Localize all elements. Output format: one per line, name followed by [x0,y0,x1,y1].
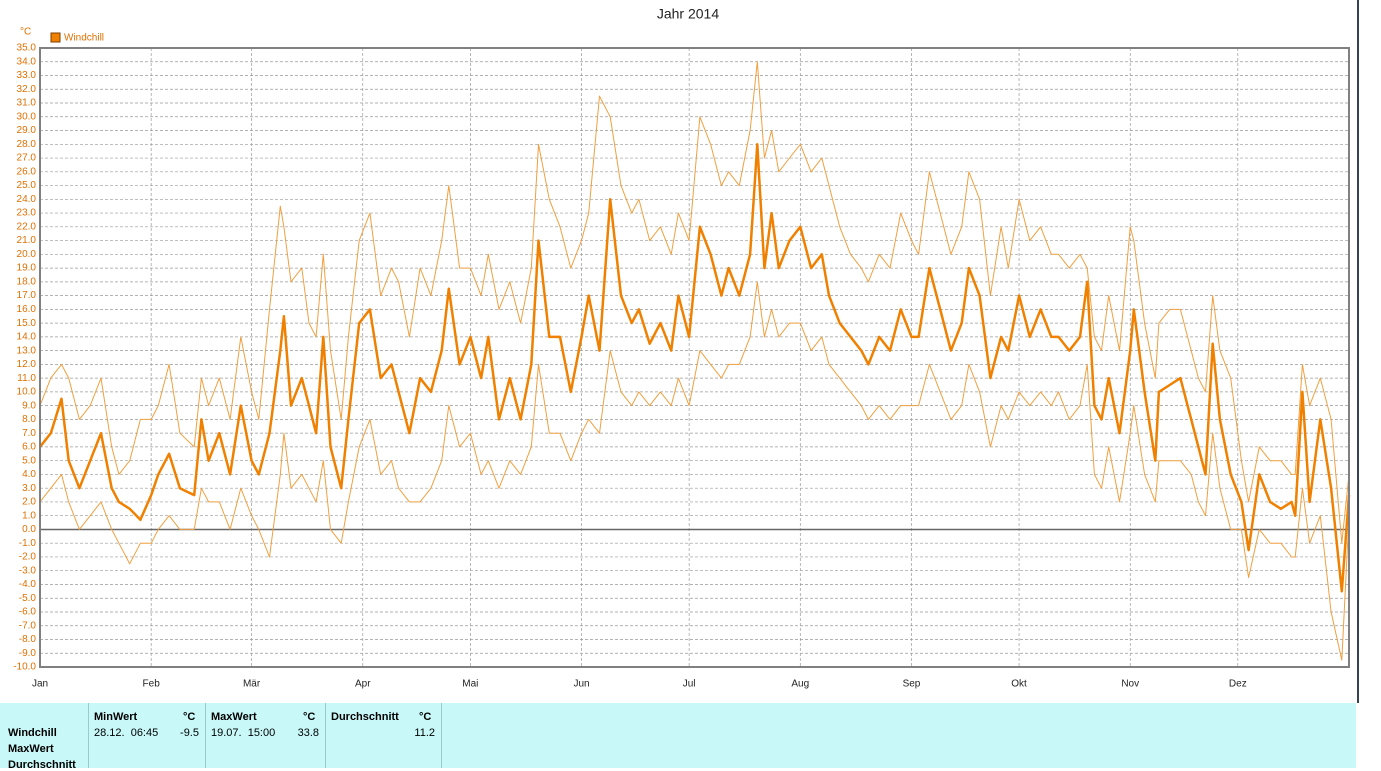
y-tick-label: -9.0 [19,648,37,659]
x-tick-label: Jan [32,679,48,690]
y-tick-label: 32.0 [17,84,37,95]
y-tick-label: -1.0 [19,538,37,549]
x-tick-label: Mai [462,679,478,690]
y-tick-label: 25.0 [17,180,37,191]
y-tick-label: 17.0 [17,290,37,301]
y-tick-label: 26.0 [17,166,37,177]
y-tick-label: 27.0 [17,153,37,164]
row-label: Windchill [8,727,57,739]
x-tick-label: Jul [683,679,696,690]
y-tick-label: 5.0 [22,455,36,466]
chart: Jahr 2014 °C Windchill -10.0 -9.0 -8.0 -7.0… [13,0,1381,703]
cell-time: 19.07. 15:00 [211,727,276,739]
y-tick-label: -3.0 [19,565,37,576]
stats-table: MinWert °C MaxWert °C Durchschnitt °C Windchil… [0,703,1356,771]
column-header: MinWert [94,711,138,723]
y-tick-label: 7.0 [22,428,36,439]
column-separator [441,703,442,768]
y-tick-label: 0.0 [22,524,36,535]
y-tick-label: 19.0 [17,263,37,274]
y-tick-label: 15.0 [17,318,37,329]
y-tick-label: 14.0 [17,332,37,343]
y-unit: °C [20,27,31,38]
row-label: MaxWert [8,743,54,755]
y-tick-label: 9.0 [22,400,36,411]
y-tick-label: -4.0 [19,579,37,590]
y-tick-label: 12.0 [17,359,37,370]
y-tick-label: -7.0 [19,620,37,631]
x-tick-label: Feb [143,679,161,690]
y-tick-label: 6.0 [22,442,36,453]
y-tick-label: -8.0 [19,634,37,645]
x-tick-label: Mär [243,679,261,690]
y-tick-label: 3.0 [22,483,36,494]
column-unit: °C [419,711,432,723]
y-tick-label: -6.0 [19,607,37,618]
y-tick-label: 4.0 [22,469,36,480]
y-tick-label: 10.0 [17,387,37,398]
y-tick-label: 29.0 [17,125,37,136]
x-tick-label: Jun [573,679,589,690]
cell-value: 11.2 [414,727,435,739]
x-tick-label: Sep [903,679,921,690]
y-tick-label: 11.0 [17,373,36,384]
y-tick-label: 1.0 [22,510,36,521]
x-tick-label: Nov [1121,679,1139,690]
y-tick-label: 28.0 [17,139,37,150]
column-separator [205,703,206,768]
y-tick-label: 2.0 [22,497,36,508]
y-tick-label: 30.0 [17,111,37,122]
legend-label: Windchill [64,33,104,44]
y-tick-label: 33.0 [17,70,37,81]
cell-value: -9.5 [180,727,199,739]
x-tick-label: Okt [1011,679,1027,690]
y-tick-label: -5.0 [19,593,37,604]
plot-area [40,48,1349,667]
column-separator [325,703,326,768]
column-separator [88,703,89,768]
y-tick-label: 35.0 [17,43,37,54]
series-line [39,143,1351,593]
y-tick-label: 24.0 [17,194,37,205]
x-tick-label: Dez [1229,679,1247,690]
column-unit: °C [183,711,196,723]
x-tick-label: Aug [791,679,809,690]
series-line [39,281,1350,661]
y-tick-label: 8.0 [22,414,36,425]
cell-value: 33.8 [297,727,319,739]
y-tick-label: 16.0 [17,304,37,315]
y-tick-label: 31.0 [17,98,37,109]
y-tick-label: 18.0 [17,276,37,287]
column-header: Durchschnitt [331,711,399,723]
right-margin [1356,0,1381,703]
y-tick-label: 34.0 [17,56,37,67]
y-tick-label: 22.0 [17,221,37,232]
column-unit: °C [303,711,316,723]
legend-swatch [50,32,61,43]
row-label: Durchschnitt [8,759,76,771]
chart-title: Jahr 2014 [657,6,719,22]
column-header: MaxWert [211,711,257,723]
y-tick-label: -10.0 [13,662,36,673]
y-tick-label: 21.0 [17,235,37,246]
y-tick-label: 13.0 [17,345,37,356]
cell-time: 28.12. 06:45 [94,727,159,739]
y-tick-label: -2.0 [19,552,37,563]
y-tick-label: 23.0 [17,208,37,219]
plot-frame [39,47,1350,668]
series-line [39,61,1350,544]
y-tick-label: 20.0 [17,249,37,260]
x-tick-label: Apr [355,679,371,690]
